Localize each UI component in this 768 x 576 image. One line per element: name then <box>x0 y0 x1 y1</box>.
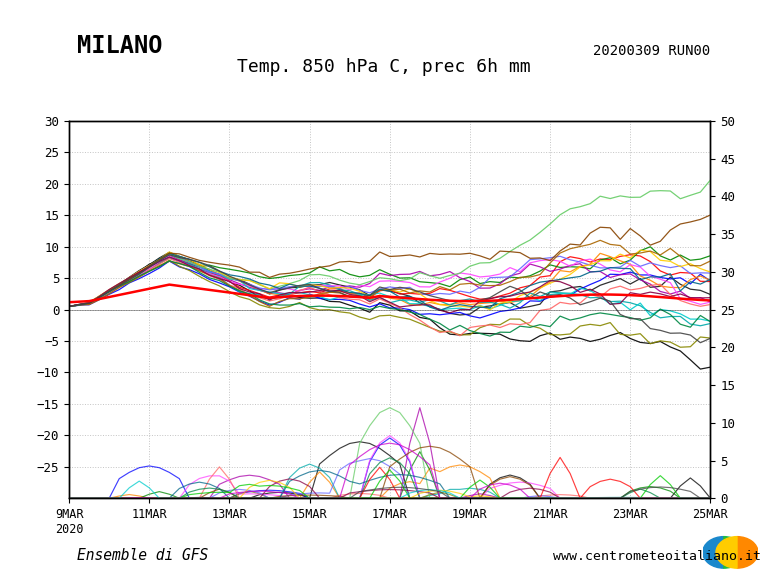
Wedge shape <box>716 537 737 568</box>
Wedge shape <box>723 537 745 568</box>
Wedge shape <box>737 537 758 568</box>
Text: www.centrometeoitaliano.it: www.centrometeoitaliano.it <box>553 550 761 563</box>
Text: Ensemble di GFS: Ensemble di GFS <box>77 548 208 563</box>
Text: MILANO: MILANO <box>77 33 162 58</box>
Wedge shape <box>703 537 723 568</box>
Text: 20200309 RUN00: 20200309 RUN00 <box>593 44 710 58</box>
Text: Temp. 850 hPa C, prec 6h mm: Temp. 850 hPa C, prec 6h mm <box>237 58 531 76</box>
